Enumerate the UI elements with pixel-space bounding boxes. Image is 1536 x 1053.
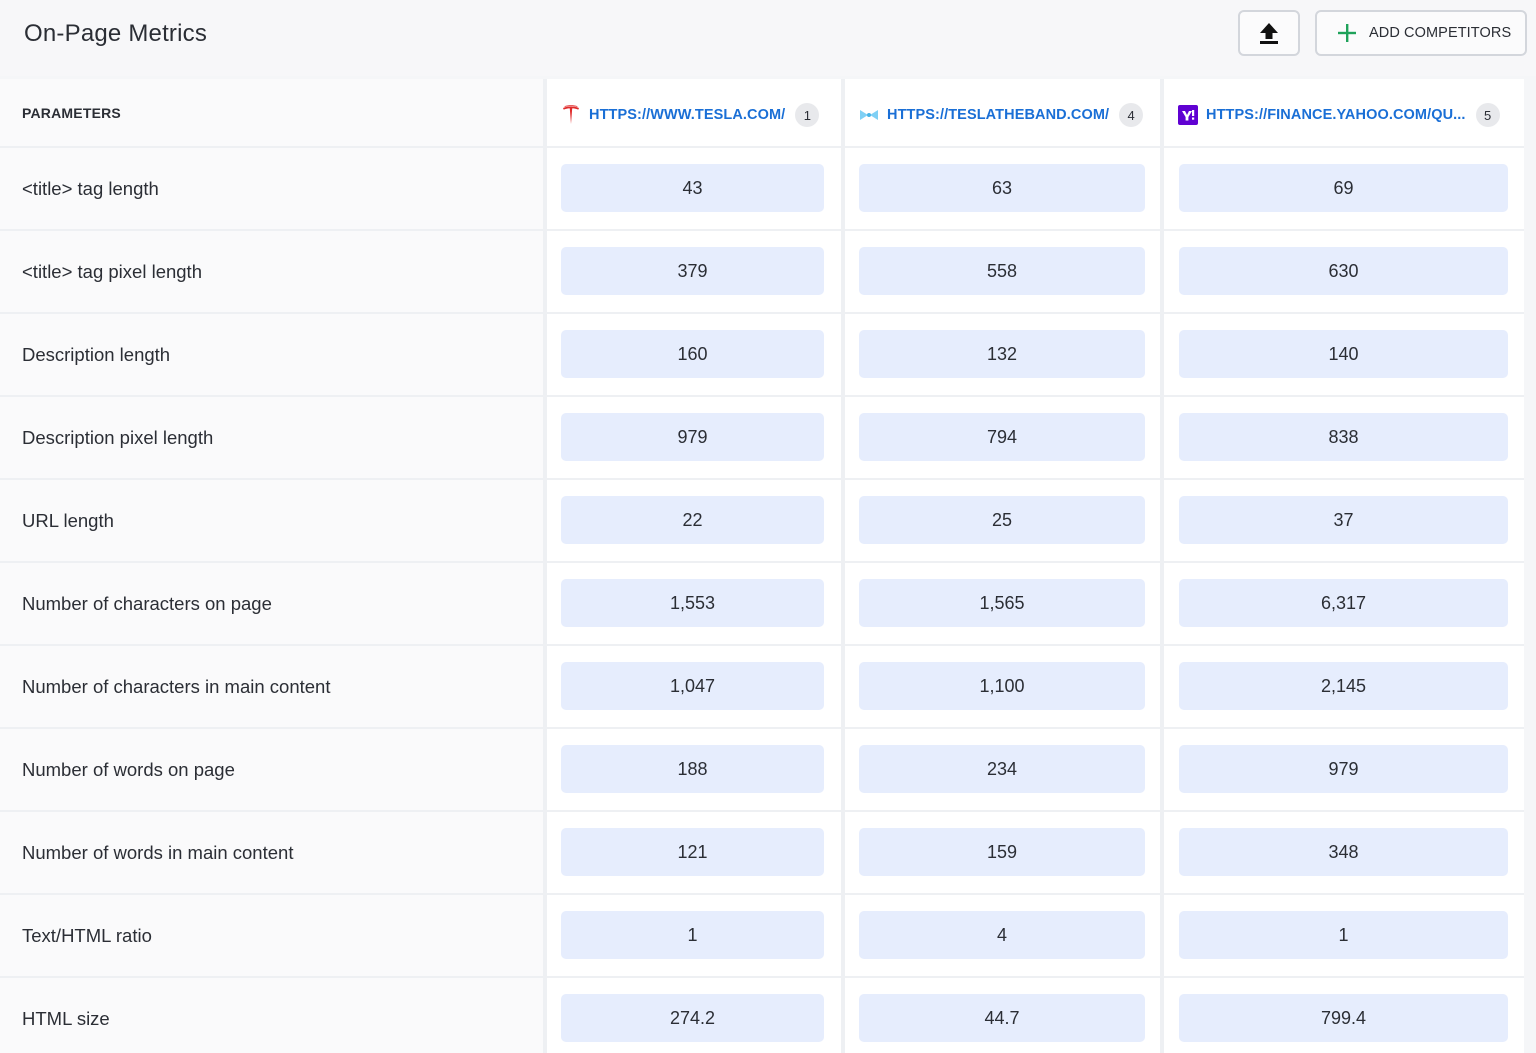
value-cell: 43: [561, 164, 824, 212]
value-cell: 37: [1179, 496, 1508, 544]
row-label: <title> tag length: [22, 178, 159, 199]
value-cell: 838: [1179, 413, 1508, 461]
value-cell: 1,553: [561, 579, 824, 627]
row-divider: [0, 229, 1524, 231]
rank-badge: 4: [1119, 103, 1144, 127]
row-label: Number of words in main content: [22, 842, 294, 863]
site-column-3: [1164, 79, 1524, 1053]
value-cell: 794: [859, 413, 1145, 461]
value-cell: 1: [561, 911, 824, 959]
value-cell: 234: [859, 745, 1145, 793]
value-cell: 979: [561, 413, 824, 461]
value-cell: 132: [859, 330, 1145, 378]
row-label: <title> tag pixel length: [22, 261, 202, 282]
value-cell: 4: [859, 911, 1145, 959]
metrics-table: PARAMETERS HTTPS://WWW.TESLA.COM/ 1 HTTP…: [0, 79, 1524, 1053]
upload-icon: [1260, 23, 1278, 44]
row-label: Number of characters in main content: [22, 676, 331, 697]
value-cell: 188: [561, 745, 824, 793]
page-title: On-Page Metrics: [24, 20, 208, 47]
value-cell: 348: [1179, 828, 1508, 876]
column-divider: [1160, 79, 1164, 1053]
site-url-link[interactable]: HTTPS://FINANCE.YAHOO.COM/QU...: [1206, 107, 1466, 123]
row-divider: [0, 727, 1524, 729]
value-cell: 121: [561, 828, 824, 876]
row-divider: [0, 312, 1524, 314]
row-divider: [0, 146, 1524, 148]
row-divider: [0, 644, 1524, 646]
row-divider: [0, 976, 1524, 978]
value-cell: 1,100: [859, 662, 1145, 710]
scrollbar[interactable]: [1526, 76, 1536, 1053]
value-cell: 25: [859, 496, 1145, 544]
row-divider: [0, 561, 1524, 563]
value-cell: 160: [561, 330, 824, 378]
value-cell: 69: [1179, 164, 1508, 212]
site-header-2: HTTPS://TESLATHEBAND.COM/ 4: [859, 101, 1144, 129]
value-cell: 1,565: [859, 579, 1145, 627]
rank-badge: 1: [795, 103, 820, 127]
value-cell: 379: [561, 247, 824, 295]
tesla-logo-icon: [561, 105, 581, 125]
yahoo-logo-icon: [1178, 105, 1198, 125]
row-divider: [0, 395, 1524, 397]
row-label: HTML size: [22, 1008, 110, 1029]
column-divider: [841, 79, 845, 1053]
row-label: Text/HTML ratio: [22, 925, 152, 946]
value-cell: 630: [1179, 247, 1508, 295]
value-cell: 2,145: [1179, 662, 1508, 710]
site-url-link[interactable]: HTTPS://WWW.TESLA.COM/: [589, 107, 786, 123]
value-cell: 979: [1179, 745, 1508, 793]
row-label: Number of characters on page: [22, 593, 272, 614]
site-column-2: [845, 79, 1160, 1053]
parameters-column: [0, 79, 543, 1053]
value-cell: 558: [859, 247, 1145, 295]
row-label: URL length: [22, 510, 114, 531]
row-label: Description length: [22, 344, 171, 365]
row-divider: [0, 478, 1524, 480]
value-cell: 6,317: [1179, 579, 1508, 627]
column-divider: [543, 79, 547, 1053]
row-divider: [0, 810, 1524, 812]
parameters-header: PARAMETERS: [22, 105, 121, 121]
teslatheband-logo-icon: [859, 105, 879, 125]
export-button[interactable]: [1238, 10, 1300, 56]
rank-badge: 5: [1475, 103, 1500, 127]
page-header: On-Page Metrics ADD COMPETITORS: [0, 0, 1536, 76]
site-header-1: HTTPS://WWW.TESLA.COM/ 1: [561, 101, 820, 129]
plus-icon: [1337, 23, 1357, 43]
row-label: Number of words on page: [22, 759, 235, 780]
value-cell: 799.4: [1179, 994, 1508, 1042]
site-header-3: HTTPS://FINANCE.YAHOO.COM/QU... 5: [1178, 101, 1500, 129]
site-column-1: [547, 79, 841, 1053]
value-cell: 63: [859, 164, 1145, 212]
add-competitors-label: ADD COMPETITORS: [1369, 25, 1512, 41]
value-cell: 22: [561, 496, 824, 544]
row-divider: [0, 893, 1524, 895]
add-competitors-button[interactable]: ADD COMPETITORS: [1315, 10, 1527, 56]
value-cell: 274.2: [561, 994, 824, 1042]
site-url-link[interactable]: HTTPS://TESLATHEBAND.COM/: [887, 107, 1110, 123]
value-cell: 1: [1179, 911, 1508, 959]
value-cell: 1,047: [561, 662, 824, 710]
value-cell: 44.7: [859, 994, 1145, 1042]
row-label: Description pixel length: [22, 427, 214, 448]
value-cell: 140: [1179, 330, 1508, 378]
value-cell: 159: [859, 828, 1145, 876]
